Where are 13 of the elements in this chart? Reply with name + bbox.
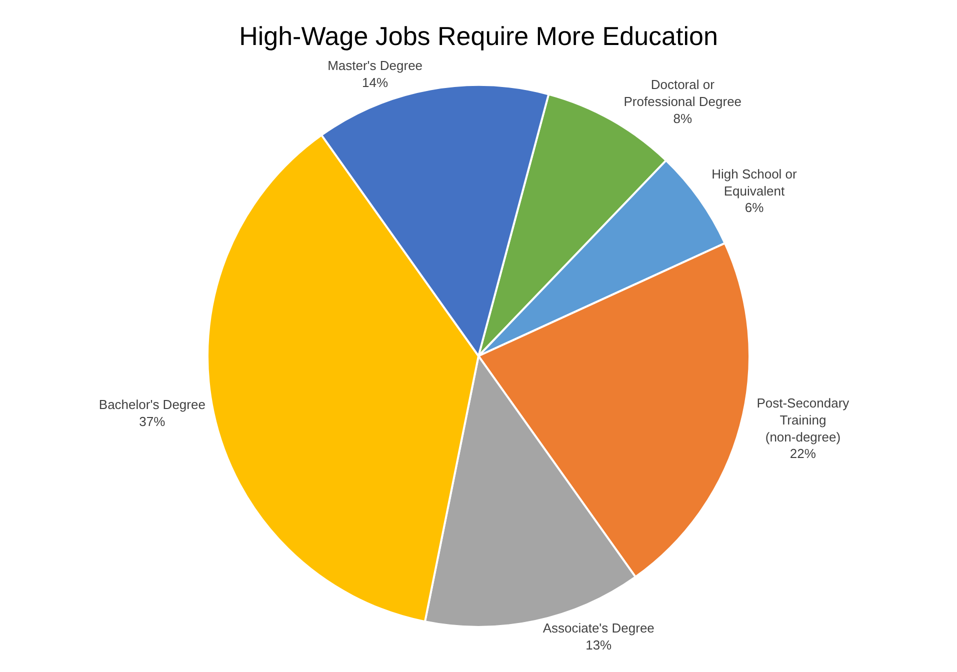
data-label: 13% bbox=[586, 637, 612, 652]
slice-label: Doctoral or Professional Degree bbox=[624, 76, 742, 109]
slice-label: Bachelor's Degree bbox=[98, 397, 206, 412]
data-label: 37% bbox=[139, 414, 166, 429]
data-label: 6% bbox=[744, 200, 764, 216]
slice-label: High School or Equivalent bbox=[712, 166, 798, 198]
slice-label: Post-Secondary Training (non-degree) bbox=[756, 395, 850, 444]
chart-title: High-Wage Jobs Require More Education bbox=[239, 21, 718, 52]
data-label: 14% bbox=[362, 74, 388, 90]
slice-label: Associate's Degree bbox=[542, 620, 654, 636]
slice-label: Master's Degree bbox=[328, 58, 423, 73]
data-label: 22% bbox=[790, 446, 816, 462]
data-label: 8% bbox=[673, 110, 692, 126]
